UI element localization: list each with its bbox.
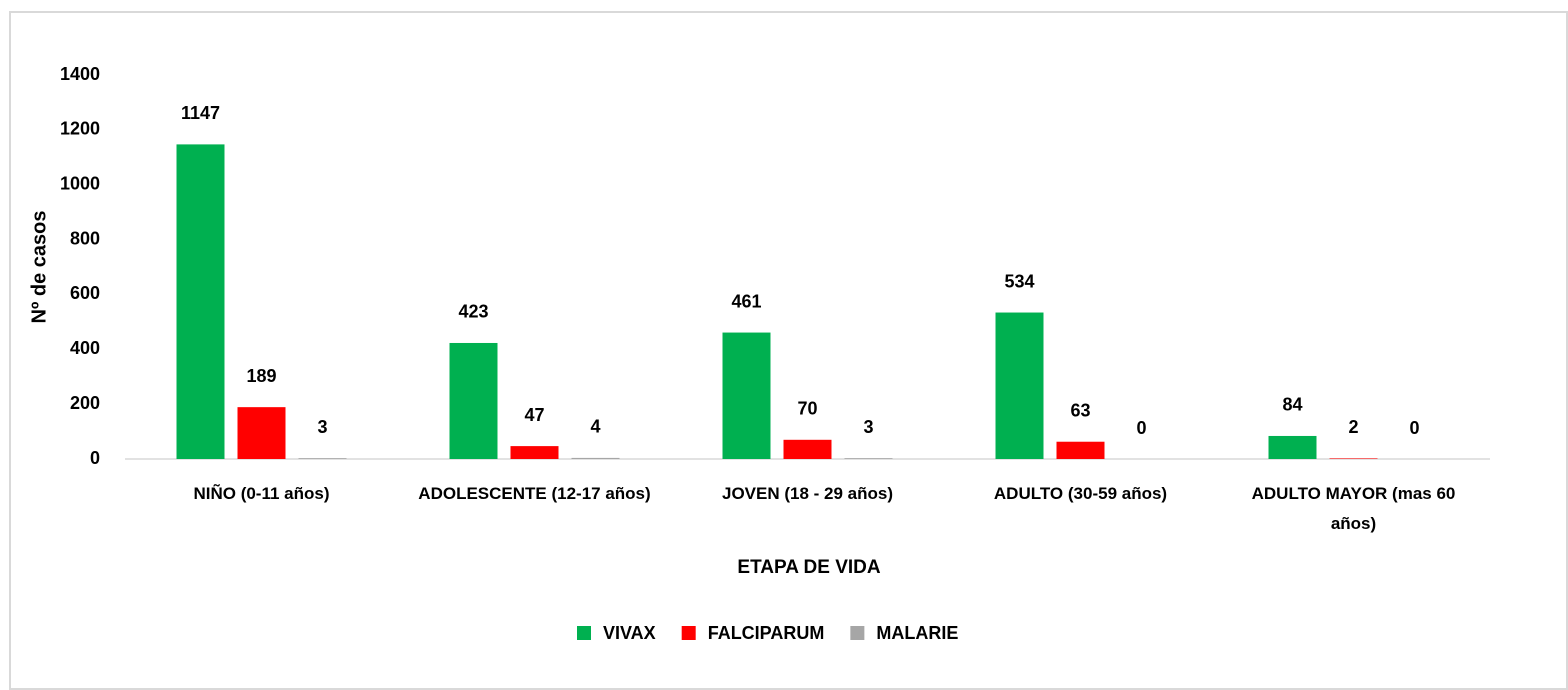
data-label: 3 [863, 417, 873, 437]
chart-frame [9, 11, 1568, 690]
y-tick-label: 1400 [60, 64, 100, 84]
y-tick-label: 400 [70, 338, 100, 358]
y-axis-title: Nº de casos [28, 211, 50, 324]
legend-label: MALARIE [876, 623, 958, 643]
y-tick-label: 800 [70, 228, 100, 248]
data-label: 47 [524, 405, 544, 425]
data-label: 70 [797, 399, 817, 419]
y-tick-label: 1200 [60, 119, 100, 139]
y-tick-label: 200 [70, 393, 100, 413]
data-label: 3 [317, 417, 327, 437]
data-label: 2 [1348, 417, 1358, 437]
legend-swatch [577, 626, 591, 640]
bar [510, 446, 559, 459]
legend-swatch [850, 626, 865, 640]
data-label: 1147 [181, 103, 220, 123]
data-label: 189 [246, 366, 276, 386]
x-tick-label: ADULTO (30-59 años) [993, 484, 1168, 503]
y-tick-label: 0 [90, 448, 100, 468]
data-label: 0 [1409, 418, 1419, 438]
data-label: 423 [458, 302, 488, 322]
x-tick-label: NIÑO (0-11 años) [193, 484, 330, 503]
x-tick-label: ADOLESCENTE (12-17 años) [418, 484, 651, 503]
data-label: 461 [731, 291, 761, 311]
x-tick-label: JOVEN (18 - 29 años) [721, 484, 893, 503]
x-axis-title: ETAPA DE VIDA [737, 557, 880, 578]
bar [995, 312, 1044, 459]
bar [844, 458, 893, 459]
legend-label: FALCIPARUM [708, 623, 825, 643]
legend-label: VIVAX [603, 623, 656, 643]
y-tick-label: 600 [70, 283, 100, 303]
bar [571, 457, 620, 459]
data-label: 84 [1282, 395, 1302, 415]
bar [722, 332, 771, 459]
bar [176, 144, 225, 459]
data-label: 534 [1004, 271, 1034, 291]
data-label: 4 [590, 417, 600, 437]
legend-swatch [681, 626, 696, 640]
y-tick-label: 1000 [60, 173, 100, 193]
data-label: 63 [1070, 400, 1090, 420]
bar [1056, 441, 1105, 459]
bar [1329, 458, 1378, 459]
bar [783, 439, 832, 459]
bar [449, 342, 498, 459]
data-label: 0 [1136, 418, 1146, 438]
bar [1268, 435, 1317, 459]
x-tick-label: ADULTO MAYOR (mas 60 años) [1251, 484, 1456, 533]
bar [237, 407, 286, 459]
bar [298, 458, 347, 459]
